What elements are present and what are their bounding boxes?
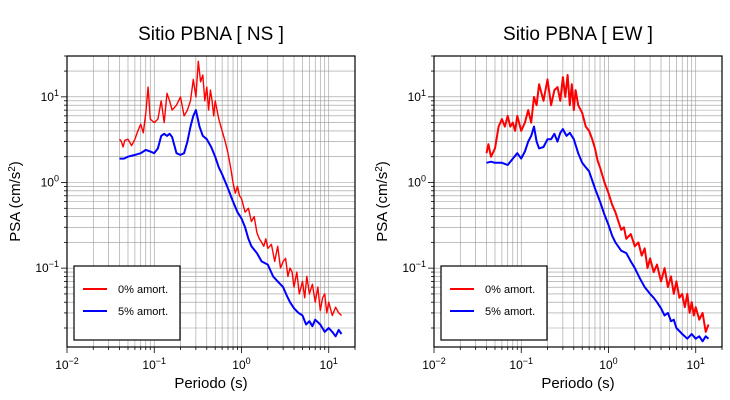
x-tick-label: 101	[687, 356, 705, 372]
series-line-undamped	[485, 74, 710, 333]
tick-exponent: −2	[69, 356, 79, 366]
y-axis-label-end: )	[374, 161, 391, 166]
chart-ns: Sitio PBNA [ NS ]10−2 10−1 100 10110−110010…	[7, 24, 356, 392]
series-line-damped	[119, 109, 343, 338]
tick-exponent: 1	[54, 88, 59, 98]
x-tick-label: 10−1	[509, 356, 533, 372]
tick-base: 10	[55, 358, 69, 372]
x-axis-label: Periodo (s)	[541, 375, 614, 392]
x-tick-label: 100	[599, 356, 617, 372]
tick-exponent: 0	[613, 356, 618, 366]
tick-base: 10	[509, 358, 523, 372]
tick-exponent: −1	[156, 356, 166, 366]
legend: 0% amort. 5% amort.	[73, 265, 181, 341]
series-line-damped	[486, 125, 710, 343]
series-line-undamped	[118, 60, 342, 317]
x-tick-label: 10−2	[422, 356, 446, 372]
tick-base: 10	[232, 358, 246, 372]
tick-exponent: −1	[523, 356, 533, 366]
tick-exponent: −2	[436, 356, 446, 366]
x-axis-label: Periodo (s)	[174, 375, 247, 392]
tick-base: 10	[142, 358, 156, 372]
chart-ew: Sitio PBNA [ EW ]10−2 10−1 100 10110−110010…	[374, 24, 723, 392]
x-tick-label: 10−1	[142, 356, 166, 372]
tick-base: 10	[599, 358, 613, 372]
tick-exponent: 1	[421, 88, 426, 98]
legend-label: 5% amort.	[485, 306, 535, 318]
legend-box	[73, 265, 181, 341]
tick-base: 10	[687, 358, 701, 372]
chart-title: Sitio PBNA [ EW ]	[503, 24, 653, 45]
tick-marks	[61, 55, 356, 353]
tick-base: 10	[41, 176, 55, 190]
tick-base: 10	[35, 261, 49, 275]
legend-box	[440, 265, 548, 341]
y-tick-label: 10−1	[402, 259, 426, 275]
y-tick-label: 100	[408, 174, 426, 190]
tick-exponent: −1	[416, 259, 426, 269]
tick-marks	[428, 55, 723, 353]
y-tick-label: 10−1	[35, 259, 59, 275]
y-axis-label-text: PSA (cm/s	[374, 172, 391, 242]
tick-exponent: 1	[700, 356, 705, 366]
tick-exponent: 0	[246, 356, 251, 366]
y-axis-label-text: PSA (cm/s	[7, 172, 24, 242]
y-tick-label: 100	[41, 174, 59, 190]
series-group	[118, 60, 343, 338]
tick-exponent: −1	[49, 259, 59, 269]
x-tick-label: 101	[320, 356, 338, 372]
chart-title: Sitio PBNA [ NS ]	[138, 24, 284, 45]
tick-base: 10	[402, 261, 416, 275]
y-tick-label: 101	[41, 88, 59, 104]
y-axis-label: PSA (cm/s2)	[374, 161, 392, 242]
legend-label: 5% amort.	[118, 306, 168, 318]
y-axis-label-end: )	[7, 161, 24, 166]
tick-base: 10	[320, 358, 334, 372]
tick-base: 10	[41, 90, 55, 104]
y-axis-label-exponent: 2	[7, 166, 18, 172]
y-axis-label: PSA (cm/s2)	[7, 161, 25, 242]
x-tick-label: 10−2	[55, 356, 79, 372]
legend: 0% amort. 5% amort.	[440, 265, 548, 341]
y-axis-label-exponent: 2	[374, 166, 385, 172]
tick-base: 10	[422, 358, 436, 372]
legend-label: 0% amort.	[118, 284, 168, 296]
tick-exponent: 0	[421, 174, 426, 184]
series-group	[485, 74, 710, 343]
tick-exponent: 0	[54, 174, 59, 184]
x-tick-label: 100	[232, 356, 250, 372]
tick-base: 10	[408, 90, 422, 104]
y-tick-label: 101	[408, 88, 426, 104]
legend-label: 0% amort.	[485, 284, 535, 296]
tick-base: 10	[408, 176, 422, 190]
tick-exponent: 1	[333, 356, 338, 366]
